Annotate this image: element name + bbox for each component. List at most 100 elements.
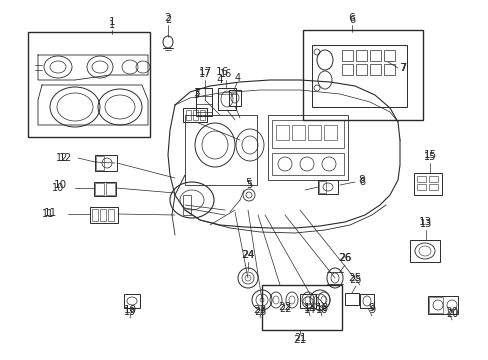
Text: 12: 12 — [56, 153, 68, 163]
Text: 19: 19 — [123, 305, 136, 315]
Text: 14: 14 — [303, 303, 316, 313]
Bar — [428, 297, 442, 313]
Bar — [383, 50, 394, 61]
Bar — [184, 115, 257, 185]
Bar — [355, 50, 366, 61]
Text: 7: 7 — [398, 63, 405, 73]
Bar — [416, 184, 425, 190]
Bar — [355, 64, 366, 75]
Text: 26: 26 — [338, 253, 350, 263]
Text: 23: 23 — [253, 307, 265, 317]
Text: 4: 4 — [216, 75, 223, 85]
Text: 9: 9 — [368, 305, 374, 315]
Bar — [275, 125, 288, 140]
Bar — [271, 153, 343, 175]
Bar — [416, 176, 425, 182]
Bar — [369, 64, 380, 75]
Text: 22: 22 — [278, 302, 291, 312]
Bar — [124, 294, 140, 308]
Text: 17: 17 — [198, 67, 211, 77]
Bar — [95, 155, 117, 171]
Text: 2: 2 — [164, 15, 171, 25]
Text: 4: 4 — [234, 73, 241, 83]
Bar — [106, 183, 115, 195]
Bar — [359, 294, 373, 308]
Bar — [317, 180, 337, 194]
Text: 6: 6 — [348, 15, 354, 25]
Text: 25: 25 — [349, 275, 362, 285]
Bar — [318, 181, 325, 193]
Text: 5: 5 — [245, 180, 252, 190]
Text: 9: 9 — [368, 303, 375, 313]
Bar — [196, 88, 212, 116]
Text: 26: 26 — [338, 253, 351, 263]
Bar — [96, 156, 104, 170]
Text: 20: 20 — [445, 307, 458, 317]
Text: 18: 18 — [315, 303, 328, 313]
Bar — [427, 296, 457, 314]
Text: 3: 3 — [192, 88, 199, 98]
Bar — [383, 64, 394, 75]
Bar — [413, 173, 441, 195]
Text: 16: 16 — [220, 69, 232, 79]
Text: 22: 22 — [278, 304, 291, 314]
Text: 21: 21 — [293, 333, 305, 343]
Bar — [299, 294, 315, 308]
Text: 13: 13 — [419, 219, 431, 229]
Text: 1: 1 — [108, 17, 115, 27]
Bar — [218, 88, 236, 110]
Bar — [108, 209, 114, 221]
Bar — [183, 108, 206, 122]
Text: 25: 25 — [347, 273, 361, 283]
Text: 1: 1 — [109, 20, 115, 30]
Bar — [267, 115, 347, 180]
Bar — [28, 32, 150, 137]
Bar — [303, 30, 422, 120]
Bar — [291, 125, 305, 140]
Text: 2: 2 — [164, 13, 171, 23]
Bar — [100, 209, 106, 221]
Bar — [92, 209, 98, 221]
Bar — [428, 184, 437, 190]
Text: 8: 8 — [358, 177, 365, 187]
Text: 10: 10 — [52, 183, 64, 193]
Text: 16: 16 — [215, 67, 228, 77]
Text: 21: 21 — [293, 335, 306, 345]
Text: 14: 14 — [303, 305, 315, 315]
Text: 15: 15 — [423, 150, 436, 160]
Text: 18: 18 — [315, 305, 327, 315]
Text: 10: 10 — [53, 180, 66, 190]
Bar — [185, 110, 191, 120]
Text: 11: 11 — [43, 208, 57, 218]
Bar — [369, 50, 380, 61]
Text: 8: 8 — [358, 175, 365, 185]
Bar — [341, 50, 352, 61]
Bar — [341, 64, 352, 75]
Text: 20: 20 — [445, 309, 457, 319]
Bar — [345, 293, 358, 305]
Text: 17: 17 — [199, 69, 211, 79]
Text: 24: 24 — [242, 250, 254, 260]
Text: 24: 24 — [241, 250, 254, 260]
Text: 23: 23 — [253, 305, 266, 315]
Text: 3: 3 — [193, 90, 199, 100]
Bar — [228, 90, 241, 106]
Bar — [262, 285, 341, 330]
Text: 6: 6 — [348, 13, 355, 23]
Bar — [95, 183, 104, 195]
Text: 15: 15 — [423, 152, 435, 162]
Bar — [307, 125, 320, 140]
Bar — [271, 120, 343, 148]
Text: 12: 12 — [58, 153, 71, 163]
Bar — [428, 176, 437, 182]
Bar — [324, 125, 336, 140]
Bar — [200, 110, 204, 120]
Bar — [193, 110, 198, 120]
Text: 13: 13 — [418, 217, 431, 227]
Bar — [94, 182, 116, 196]
Text: 7: 7 — [399, 63, 406, 73]
Text: 19: 19 — [123, 307, 136, 317]
Bar — [409, 240, 439, 262]
Bar — [183, 195, 191, 215]
Bar — [311, 45, 406, 107]
